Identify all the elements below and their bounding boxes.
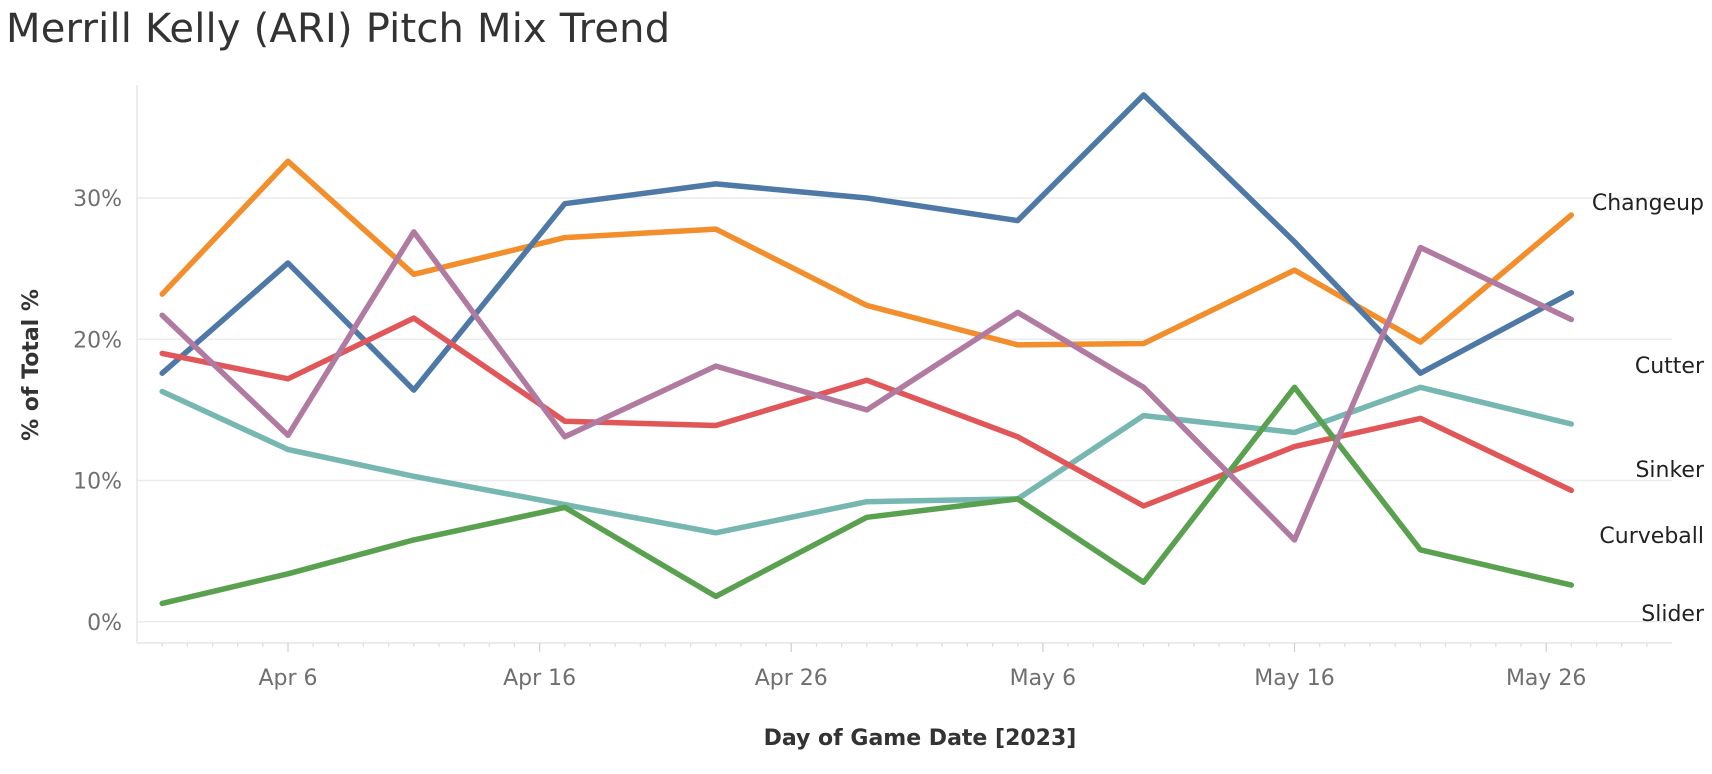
data-point-slider: [1292, 385, 1297, 390]
x-tick-label: Apr 26: [755, 666, 828, 691]
data-point-slider: [1569, 582, 1574, 588]
data-point-slider: [562, 505, 567, 510]
data-point-fourseamer: [864, 407, 869, 413]
data-point-changeup: [713, 226, 718, 232]
y-axis-ticks: 0% 10% 20% 30%: [73, 187, 122, 636]
x-tick-label: Apr 16: [503, 666, 576, 691]
data-point-cutter: [1141, 92, 1146, 98]
data-point-curveball: [1569, 488, 1574, 493]
y-tick-label: 10%: [73, 470, 122, 495]
data-point-slider: [1418, 547, 1423, 552]
data-point-slider: [1141, 580, 1146, 585]
series-label-sinker: Sinker: [1635, 458, 1705, 483]
data-point-cutter: [562, 201, 567, 206]
data-point-curveball: [713, 423, 718, 428]
data-point-curveball: [864, 378, 869, 383]
y-tick-label: 0%: [87, 611, 122, 636]
data-point-changeup: [159, 291, 165, 297]
data-point-curveball: [411, 315, 417, 321]
data-point-slider: [285, 571, 291, 576]
data-point-sinker: [1292, 430, 1297, 435]
data-point-fourseamer: [1292, 537, 1297, 543]
data-point-curveball: [285, 376, 291, 382]
series-lines: [159, 92, 1575, 607]
series-end-labels: Changeup Cutter Sinker Curveball Slider: [1592, 191, 1705, 627]
series-line-fourseamer: [159, 229, 1575, 543]
data-point-curveball: [1015, 434, 1020, 439]
data-point-changeup: [1569, 212, 1574, 218]
series-sinker: [159, 384, 1575, 536]
x-axis-ticks: Apr 6 Apr 16 Apr 26 May 6 May 16 May 26: [161, 643, 1648, 691]
series-cutter: [159, 92, 1575, 393]
gridlines: [137, 197, 1672, 623]
series-changeup: [159, 158, 1575, 348]
data-point-cutter: [864, 195, 869, 201]
data-point-changeup: [1418, 339, 1423, 345]
x-tick-label: May 16: [1254, 666, 1334, 691]
data-point-curveball: [1418, 416, 1423, 421]
data-point-curveball: [159, 351, 165, 356]
data-point-fourseamer: [159, 313, 165, 318]
data-point-fourseamer: [285, 433, 291, 438]
x-tick-label: Apr 6: [258, 666, 317, 691]
data-point-sinker: [1418, 385, 1423, 390]
data-point-cutter: [1569, 290, 1574, 295]
y-tick-label: 30%: [73, 187, 122, 212]
series-line-cutter: [159, 92, 1575, 393]
data-point-changeup: [1141, 341, 1146, 346]
data-point-fourseamer: [1141, 385, 1146, 390]
data-point-changeup: [285, 159, 291, 164]
y-axis-title: % of Total %: [19, 289, 44, 441]
data-point-fourseamer: [411, 229, 417, 235]
data-point-sinker: [285, 447, 291, 452]
series-label-cutter: Cutter: [1635, 354, 1705, 379]
data-point-sinker: [411, 474, 417, 479]
data-point-slider: [411, 537, 417, 543]
data-point-sinker: [1141, 413, 1146, 418]
axes: [136, 85, 1672, 644]
y-tick-label: 20%: [73, 328, 122, 353]
data-point-fourseamer: [1418, 245, 1423, 250]
data-point-sinker: [1569, 421, 1574, 427]
data-point-curveball: [562, 419, 567, 424]
data-point-slider: [159, 601, 165, 606]
data-point-fourseamer: [562, 434, 567, 439]
series-fourseamer: [159, 229, 1575, 543]
series-label-slider: Slider: [1641, 602, 1705, 627]
series-line-changeup: [159, 158, 1575, 348]
data-point-cutter: [159, 370, 165, 376]
data-point-cutter: [713, 181, 718, 187]
data-point-cutter: [285, 260, 291, 266]
data-point-sinker: [159, 389, 165, 394]
data-point-changeup: [864, 303, 869, 308]
data-point-cutter: [1418, 370, 1423, 376]
data-point-cutter: [411, 387, 417, 393]
data-point-changeup: [411, 272, 417, 277]
chart-title: Merrill Kelly (ARI) Pitch Mix Trend: [6, 6, 671, 52]
data-point-fourseamer: [713, 363, 718, 369]
data-point-changeup: [1292, 267, 1297, 273]
data-point-slider: [1015, 496, 1020, 502]
series-line-slider: [159, 384, 1575, 607]
series-label-curveball: Curveball: [1599, 524, 1704, 549]
x-tick-label: May 6: [1010, 666, 1076, 691]
data-point-curveball: [1292, 444, 1297, 449]
series-label-changeup: Changeup: [1592, 191, 1704, 216]
data-point-slider: [713, 594, 718, 599]
data-point-cutter: [1292, 239, 1297, 245]
data-point-sinker: [864, 499, 869, 504]
data-point-curveball: [1141, 503, 1146, 509]
series-slider: [159, 384, 1575, 607]
data-point-cutter: [1015, 218, 1020, 223]
data-point-slider: [864, 515, 869, 520]
data-point-changeup: [1015, 342, 1020, 348]
data-point-fourseamer: [1015, 310, 1020, 315]
x-axis-title: Day of Game Date [2023]: [764, 726, 1077, 751]
data-point-fourseamer: [1569, 317, 1574, 322]
data-point-changeup: [562, 235, 567, 240]
data-point-sinker: [713, 530, 718, 536]
x-tick-label: May 26: [1506, 666, 1586, 691]
